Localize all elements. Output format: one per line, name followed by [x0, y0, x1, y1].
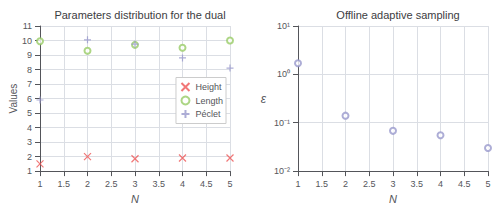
svg-text:10⁻²: 10⁻²: [274, 166, 290, 176]
svg-text:1.5: 1.5: [315, 179, 328, 189]
svg-text:1: 1: [27, 166, 32, 176]
svg-text:10: 10: [22, 36, 32, 46]
svg-text:3: 3: [132, 179, 137, 189]
svg-text:Offline adaptive sampling: Offline adaptive sampling: [336, 9, 459, 21]
svg-text:7: 7: [27, 79, 32, 89]
svg-text:1: 1: [37, 179, 42, 189]
svg-text:Height: Height: [195, 82, 222, 92]
svg-text:4: 4: [27, 123, 32, 133]
svg-text:5: 5: [485, 179, 490, 189]
svg-text:10¹: 10¹: [277, 21, 290, 31]
svg-text:5: 5: [27, 108, 32, 118]
svg-text:N: N: [131, 193, 139, 205]
svg-text:9: 9: [27, 50, 32, 60]
svg-text:2: 2: [85, 179, 90, 189]
svg-text:Péclet: Péclet: [195, 109, 221, 119]
svg-text:4: 4: [438, 179, 443, 189]
svg-text:3.5: 3.5: [152, 179, 165, 189]
svg-text:3.5: 3.5: [410, 179, 423, 189]
svg-text:10⁰: 10⁰: [277, 69, 290, 79]
svg-text:2.5: 2.5: [363, 179, 376, 189]
svg-text:N: N: [389, 193, 397, 205]
svg-text:11: 11: [23, 21, 32, 31]
svg-text:2.5: 2.5: [105, 179, 118, 189]
svg-text:2: 2: [343, 179, 348, 189]
svg-text:ε: ε: [261, 92, 267, 106]
svg-text:5: 5: [227, 179, 232, 189]
svg-text:8: 8: [27, 65, 32, 75]
svg-text:2: 2: [27, 152, 32, 162]
svg-text:6: 6: [27, 94, 32, 104]
svg-text:Values: Values: [8, 84, 19, 114]
svg-text:Parameters distribution for th: Parameters distribution for the dual: [54, 9, 225, 21]
svg-text:3: 3: [390, 179, 395, 189]
svg-text:10⁻¹: 10⁻¹: [274, 118, 290, 128]
svg-text:3: 3: [27, 137, 32, 147]
svg-text:4.5: 4.5: [458, 179, 471, 189]
svg-text:1.5: 1.5: [57, 179, 70, 189]
svg-text:4.5: 4.5: [200, 179, 213, 189]
svg-text:4: 4: [180, 179, 185, 189]
svg-text:1: 1: [295, 179, 300, 189]
svg-text:Length: Length: [195, 96, 223, 106]
